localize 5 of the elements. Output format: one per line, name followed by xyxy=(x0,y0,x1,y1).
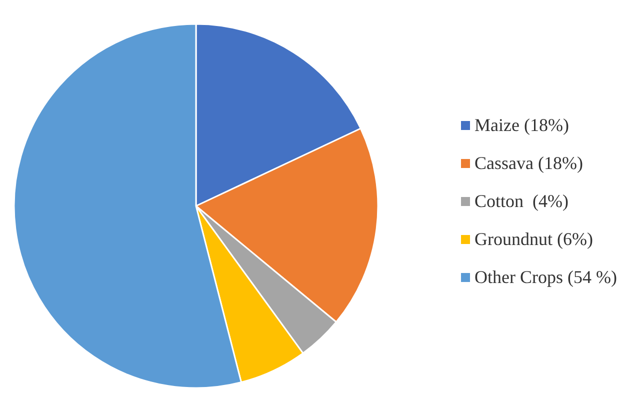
legend-label: Cassava (18%) xyxy=(474,152,583,174)
legend-label: Cotton (4%) xyxy=(474,190,569,212)
legend-label: Maize (18%) xyxy=(474,114,569,136)
legend-label: Other Crops (54 %) xyxy=(474,266,617,288)
legend-label: Groundnut (6%) xyxy=(474,228,593,250)
